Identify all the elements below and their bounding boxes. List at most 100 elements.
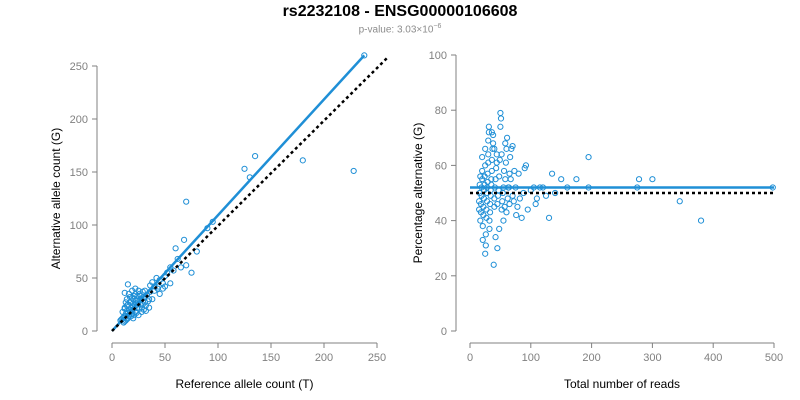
- data-point: [482, 145, 489, 152]
- y-tick-label: 0: [441, 326, 447, 338]
- x-tick-label: 200: [315, 352, 333, 364]
- data-point: [503, 134, 511, 141]
- chart-subtitle: p-value: 3.03×10−6: [0, 23, 800, 35]
- data-point: [350, 167, 357, 175]
- data-point: [482, 162, 489, 169]
- data-point: [503, 145, 510, 152]
- data-point: [496, 225, 503, 232]
- data-point: [504, 195, 511, 202]
- data-point: [156, 290, 163, 297]
- data-point: [493, 159, 500, 166]
- data-point: [502, 176, 509, 183]
- data-point: [518, 214, 525, 221]
- reference-line: [111, 56, 389, 332]
- data-point: [126, 293, 134, 301]
- data-point: [476, 206, 483, 213]
- data-point: [492, 176, 499, 183]
- y-tick-label: 80: [435, 105, 447, 117]
- data-point: [193, 248, 200, 255]
- data-point: [147, 282, 154, 289]
- data-point: [490, 140, 497, 147]
- data-point: [476, 198, 483, 205]
- data-point: [697, 217, 705, 224]
- data-point: [486, 225, 493, 232]
- y-tick-label: 50: [76, 273, 88, 285]
- data-point: [477, 173, 484, 180]
- data-point: [536, 184, 544, 191]
- data-point: [477, 217, 484, 224]
- fit-line: [111, 54, 366, 332]
- data-point: [532, 200, 539, 208]
- y-tick-label: 100: [70, 220, 88, 232]
- data-point: [491, 203, 498, 210]
- data-point: [482, 242, 489, 249]
- x-tick-label: 150: [262, 352, 280, 364]
- data-point: [502, 140, 509, 147]
- x-axis-title: Reference allele count (T): [175, 377, 313, 391]
- data-point: [149, 296, 156, 303]
- data-point: [585, 184, 592, 191]
- data-point: [488, 167, 495, 175]
- x-tick-label: 100: [209, 352, 227, 364]
- data-point: [507, 176, 514, 183]
- data-point: [479, 167, 486, 175]
- data-point: [635, 176, 643, 183]
- data-point: [514, 203, 521, 210]
- data-point: [119, 308, 126, 316]
- data-point: [485, 137, 492, 144]
- y-tick-label: 0: [82, 326, 88, 338]
- x-tick-label: 0: [467, 352, 473, 364]
- data-point: [506, 170, 513, 177]
- data-point: [183, 262, 190, 269]
- chart-title: rs2232108 - ENSG00000106608: [282, 3, 518, 20]
- data-point: [485, 123, 492, 130]
- data-point: [524, 206, 531, 213]
- x-tick-label: 100: [522, 352, 540, 364]
- data-point: [552, 189, 559, 197]
- data-point: [494, 245, 501, 252]
- data-point: [479, 154, 486, 161]
- data-point: [497, 115, 505, 122]
- data-point: [482, 231, 489, 238]
- data-point: [521, 165, 528, 172]
- data-point: [515, 170, 522, 177]
- data-point: [507, 154, 514, 161]
- data-point: [241, 165, 248, 172]
- p-value-text: p-value: 3.03×10: [358, 24, 434, 36]
- data-point: [513, 211, 520, 219]
- y-tick-label: 40: [435, 216, 447, 228]
- data-point: [500, 167, 508, 175]
- data-point: [634, 184, 641, 191]
- data-point: [130, 300, 137, 307]
- data-point: [172, 245, 179, 252]
- data-point: [542, 192, 550, 199]
- data-point: [649, 176, 656, 183]
- data-point: [558, 176, 565, 183]
- data-point: [246, 174, 253, 181]
- data-point: [124, 281, 132, 288]
- data-point: [489, 145, 496, 152]
- data-point: [209, 218, 216, 225]
- x-tick-label: 250: [368, 352, 386, 364]
- y-axis-title: Alternative allele count (G): [49, 128, 63, 269]
- data-point: [503, 209, 510, 216]
- data-point: [492, 234, 499, 241]
- data-point: [585, 154, 592, 161]
- data-point: [496, 173, 503, 180]
- y-tick-label: 250: [70, 61, 88, 73]
- data-point: [479, 223, 486, 230]
- data-point: [498, 151, 505, 158]
- data-point: [121, 289, 128, 296]
- data-point: [499, 198, 506, 205]
- data-point: [511, 167, 518, 175]
- data-point: [500, 217, 507, 224]
- data-point: [133, 309, 140, 317]
- data-point: [490, 261, 497, 268]
- data-point: [512, 184, 519, 191]
- data-point: [539, 184, 547, 191]
- panel-counts: 0 50 100 150 200 250 0 50 100 150 200 250 Reference …: [49, 52, 389, 391]
- data-point: [548, 170, 556, 177]
- data-point: [180, 236, 188, 243]
- data-point: [491, 145, 498, 152]
